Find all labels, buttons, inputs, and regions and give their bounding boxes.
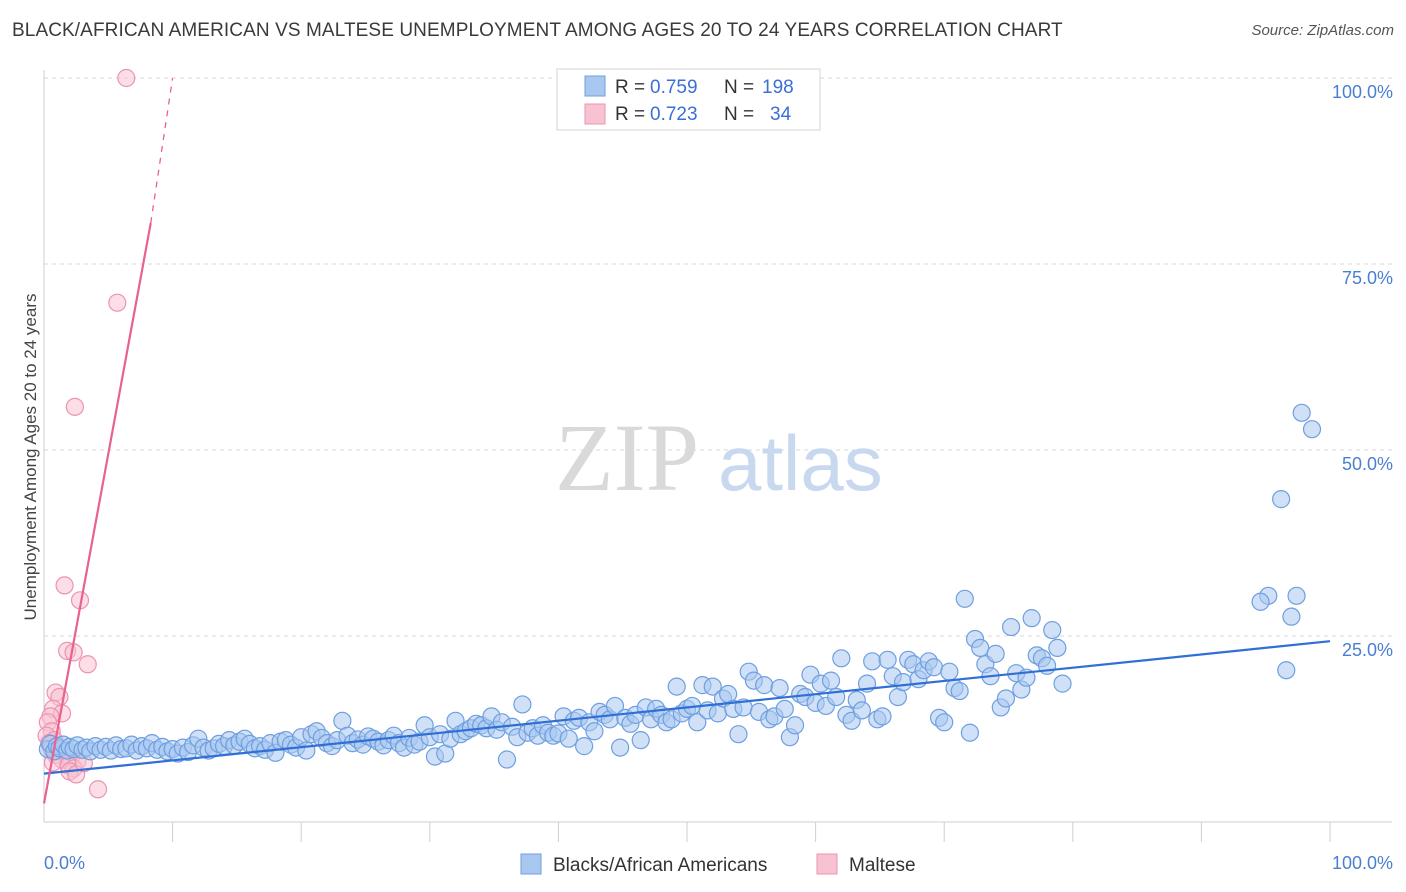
- point-blacks: [611, 738, 630, 757]
- point-blacks: [852, 701, 871, 720]
- trendline-blacks: [43, 640, 1331, 775]
- x-tick-label-max: 100.0%: [1332, 853, 1393, 873]
- point-blacks: [729, 725, 748, 744]
- point-maltese: [88, 780, 108, 799]
- point-blacks: [775, 699, 794, 719]
- bottom-legend-swatch-maltese: [816, 853, 838, 875]
- point-blacks: [1282, 607, 1301, 626]
- point-blacks: [755, 676, 774, 695]
- y-tick-label-75: 75.0%: [1342, 268, 1393, 288]
- point-blacks: [497, 750, 517, 769]
- bottom-legend: Blacks/African Americans Maltese: [520, 853, 916, 876]
- y-tick-labels: 25.0% 50.0% 75.0% 100.0%: [1332, 82, 1393, 660]
- point-blacks: [1277, 661, 1296, 680]
- legend-n-label-1: N =: [724, 77, 754, 98]
- legend-r-value-1: 0.759: [650, 77, 698, 98]
- y-axis-title: Unemployment Among Ages 20 to 24 years: [21, 294, 40, 621]
- point-maltese: [78, 655, 97, 674]
- trendline-maltese: [42, 222, 152, 804]
- point-blacks: [1302, 420, 1322, 439]
- legend-r-label-1: R =: [615, 77, 645, 98]
- trend-lines: [42, 77, 1331, 804]
- legend-n-value-1: 198: [762, 77, 794, 98]
- bottom-legend-swatch-blacks: [520, 853, 542, 875]
- legend-n-label-2: N =: [724, 104, 754, 125]
- point-blacks: [1053, 674, 1072, 693]
- point-blacks: [770, 678, 789, 698]
- point-blacks: [559, 729, 578, 748]
- point-blacks: [1043, 620, 1062, 640]
- y-tick-label-50: 50.0%: [1342, 454, 1393, 474]
- point-blacks: [960, 723, 980, 742]
- point-blacks: [878, 650, 897, 669]
- bottom-legend-label-blacks: Blacks/African Americans: [553, 855, 767, 876]
- source-label: Source: ZipAtlas.com: [1251, 22, 1394, 39]
- point-blacks: [1287, 586, 1306, 605]
- legend-r-label-2: R =: [615, 104, 645, 125]
- point-blacks: [950, 681, 969, 701]
- x-tick-label-min: 0.0%: [44, 853, 85, 873]
- y-tick-label-25: 25.0%: [1342, 640, 1393, 660]
- point-blacks: [863, 652, 882, 671]
- point-blacks: [924, 658, 944, 677]
- grid-lines: [44, 77, 1392, 637]
- point-blacks: [1048, 638, 1067, 658]
- point-blacks: [996, 689, 1016, 708]
- point-blacks: [703, 677, 722, 696]
- point-blacks: [1272, 490, 1291, 509]
- point-blacks: [575, 737, 594, 756]
- point-blacks: [971, 638, 990, 658]
- trendline-maltese-extension: [150, 77, 174, 224]
- point-blacks: [873, 707, 892, 726]
- chart-title: BLACK/AFRICAN AMERICAN VS MALTESE UNEMPL…: [12, 20, 1063, 41]
- legend-n-value-2: 34: [770, 104, 792, 125]
- point-blacks: [955, 589, 974, 608]
- point-blacks: [821, 671, 841, 690]
- watermark-zip: ZIP: [555, 404, 699, 511]
- bottom-legend-label-maltese: Maltese: [849, 855, 916, 876]
- point-blacks: [986, 644, 1005, 663]
- point-blacks: [1001, 617, 1021, 637]
- point-blacks: [1022, 609, 1041, 628]
- point-blacks: [935, 713, 954, 732]
- point-blacks: [513, 695, 532, 714]
- point-blacks: [1251, 592, 1270, 611]
- point-blacks: [631, 731, 650, 750]
- watermark-atlas: atlas: [718, 419, 883, 507]
- point-maltese: [65, 397, 84, 416]
- point-blacks: [893, 673, 913, 692]
- watermark: ZIP atlas: [555, 404, 883, 511]
- point-blacks: [297, 741, 316, 760]
- point-maltese: [117, 68, 136, 88]
- legend-r-value-2: 0.723: [650, 104, 698, 125]
- point-blacks: [832, 649, 851, 668]
- legend-swatch-maltese: [584, 103, 606, 125]
- axes: [43, 70, 1392, 823]
- point-blacks: [785, 716, 805, 735]
- point-blacks: [585, 722, 604, 741]
- point-blacks: [940, 662, 959, 681]
- point-maltese: [108, 293, 127, 312]
- point-maltese: [55, 576, 74, 595]
- maltese-points: [37, 68, 136, 799]
- y-tick-label-100: 100.0%: [1332, 82, 1393, 102]
- legend-box: R = 0.759 N = 198 R = 0.723 N = 34: [556, 68, 821, 131]
- x-ticks: [172, 822, 1331, 842]
- point-blacks: [1292, 403, 1311, 422]
- point-blacks: [688, 713, 707, 732]
- x-tick-labels: 0.0% 100.0%: [44, 853, 1393, 873]
- point-blacks: [667, 677, 686, 696]
- legend-swatch-blacks: [584, 75, 606, 97]
